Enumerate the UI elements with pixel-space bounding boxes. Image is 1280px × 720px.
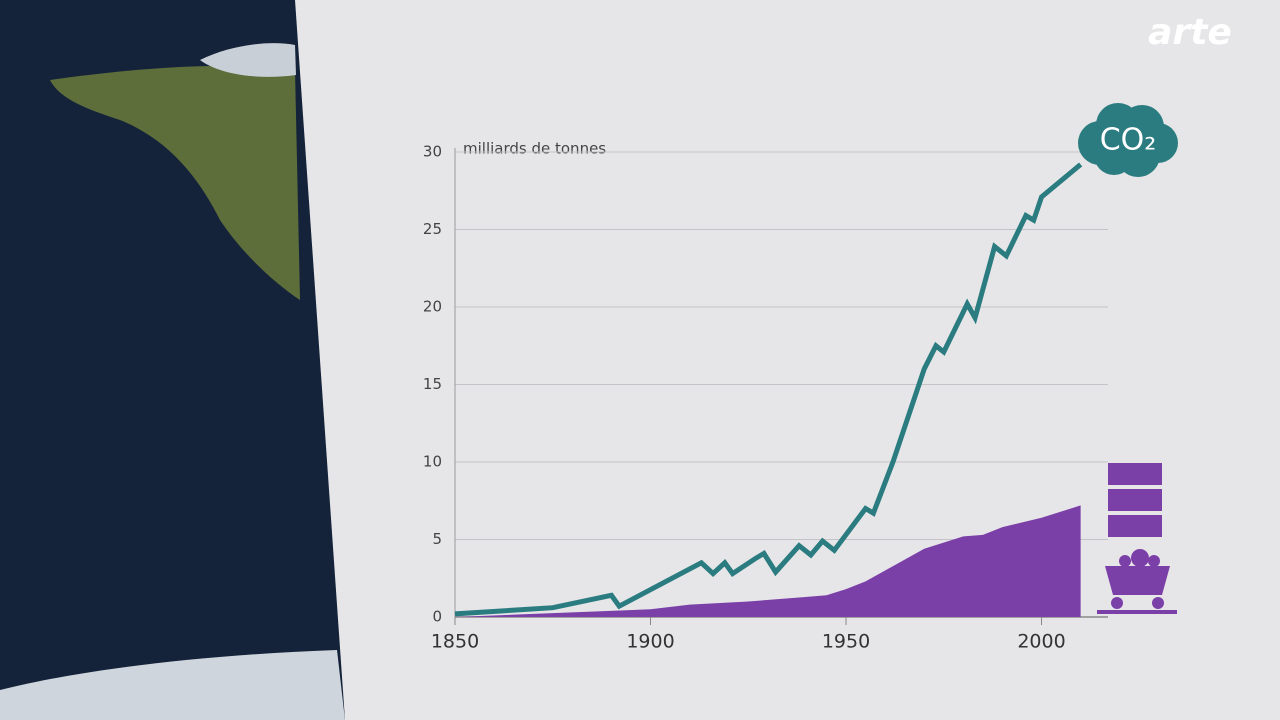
y-tick-label: 5	[432, 530, 442, 548]
y-tick-label: 30	[423, 143, 442, 161]
y-tick-label: 15	[423, 375, 442, 393]
logo: arte	[1148, 12, 1232, 53]
y-tick-label: 20	[423, 298, 442, 316]
barrels-icon	[1108, 463, 1162, 537]
coal-cart-icon	[1097, 549, 1177, 614]
y-tick-label: 10	[423, 453, 442, 471]
x-tick-label: 2000	[1017, 631, 1065, 653]
legend-cloud	[1094, 135, 1134, 175]
x-tick-label: 1900	[626, 631, 674, 653]
y-tick-label: 25	[423, 220, 442, 238]
land	[50, 65, 300, 300]
x-tick-label: 1850	[431, 631, 479, 653]
antarctica	[0, 650, 345, 720]
x-tick-label: 1950	[822, 631, 870, 653]
line	[454, 162, 1083, 617]
y-axis-label: milliards de tonnes	[463, 140, 606, 158]
y-tick-label: 0	[432, 608, 442, 626]
ice	[200, 43, 296, 77]
area	[455, 505, 1081, 617]
legend-label: CO₂	[1100, 123, 1157, 158]
